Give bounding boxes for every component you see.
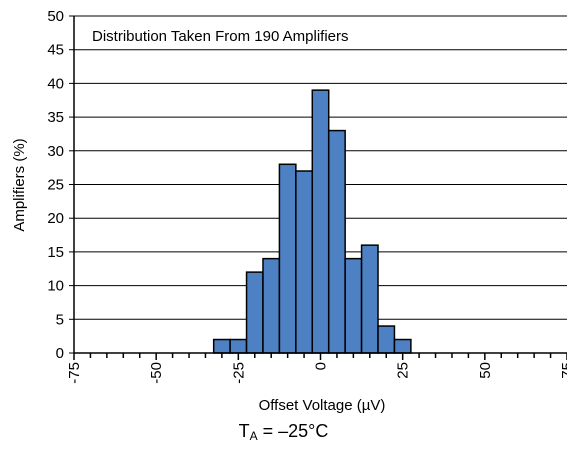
x-tick-label: -50 [148, 362, 165, 384]
y-tick-label: 0 [56, 345, 64, 362]
caption-suffix: = –25°C [257, 421, 329, 441]
tick-labels: 0 5 10 15 20 25 30 35 40 45 50 -75 -50 -25 0 25 50 75 [47, 8, 567, 384]
histogram-bar [327, 129, 346, 354]
y-tick-label: 50 [47, 8, 64, 25]
y-tick-label: 35 [47, 109, 64, 126]
caption-prefix: T [238, 421, 250, 441]
y-tick-label: 20 [47, 210, 64, 227]
histogram-bar [245, 271, 264, 354]
x-tick-label: 25 [395, 362, 412, 379]
title-box [82, 23, 432, 47]
y-tick-label: 25 [47, 177, 64, 194]
histogram-bar [393, 338, 412, 354]
chart-title: Distribution Taken From 190 Amplifiers [92, 28, 349, 45]
y-tick-label: 45 [47, 42, 64, 59]
x-tick-label: -75 [66, 362, 83, 384]
histogram-bar [212, 338, 231, 354]
histogram-bar [311, 89, 330, 354]
histogram-bar [344, 257, 363, 354]
y-tick-label: 5 [56, 311, 64, 328]
histogram-bar [262, 257, 281, 354]
temperature-caption: TA = –25°C [0, 420, 567, 447]
histogram-bar [295, 170, 314, 354]
axes [69, 15, 567, 360]
y-axis-label: Amplifiers (%) [11, 138, 28, 231]
x-axis-label: Offset Voltage (µV) [259, 397, 386, 414]
x-tick-label: 75 [559, 362, 567, 379]
y-tick-label: 10 [47, 278, 64, 295]
y-tick-label: 40 [47, 75, 64, 92]
chart-svg: 0 5 10 15 20 25 30 35 40 45 50 -75 -50 -25 0 25 50 75 Dis… [11, 8, 567, 414]
x-tick-label: 50 [477, 362, 494, 379]
histogram-bar [278, 163, 297, 354]
x-tick-label: -25 [230, 362, 247, 384]
bars [212, 89, 412, 354]
x-tick-label: 0 [313, 362, 330, 370]
histogram-bar [360, 244, 379, 354]
y-tick-label: 30 [47, 143, 64, 160]
histogram-bar [229, 338, 248, 354]
caption-subscript: A [249, 429, 258, 443]
y-tick-label: 15 [47, 244, 64, 261]
histogram-bar [377, 325, 396, 354]
